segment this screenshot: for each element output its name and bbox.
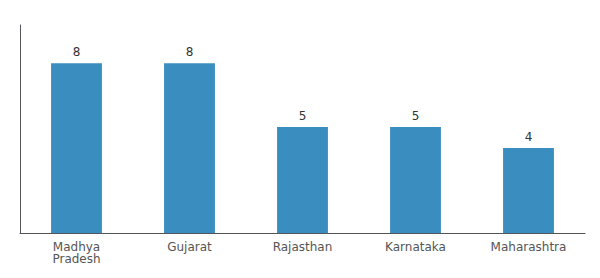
svg-text:5: 5	[299, 109, 307, 123]
svg-text:Rajasthan: Rajasthan	[273, 240, 333, 254]
svg-text:Pradesh: Pradesh	[52, 252, 100, 266]
svg-text:5: 5	[412, 109, 420, 123]
svg-text:Karnataka: Karnataka	[385, 240, 446, 254]
svg-text:Gujarat: Gujarat	[167, 240, 212, 254]
svg-text:8: 8	[186, 45, 194, 59]
svg-text:8: 8	[73, 45, 81, 59]
svg-text:Madhya: Madhya	[52, 240, 101, 254]
svg-text:4: 4	[525, 130, 533, 144]
svg-text:Maharashtra: Maharashtra	[491, 240, 567, 254]
